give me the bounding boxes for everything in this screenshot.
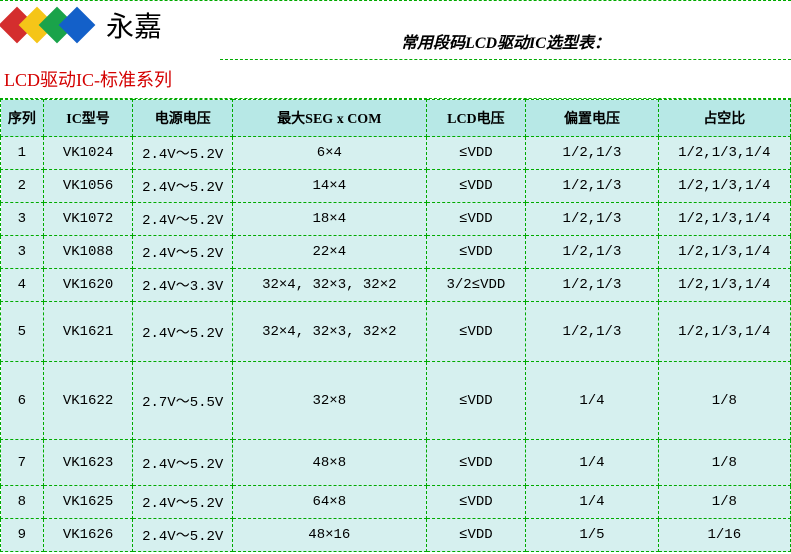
cell-duty: 1/2,1/3,1/4 [658,170,790,203]
logo-icon [4,5,84,45]
cell-seq: 4 [1,269,44,302]
table-row: 6VK16222.7V～5.5V32×8≤VDD1/41/8 [1,362,791,440]
cell-segcom: 48×16 [233,519,426,552]
cell-segcom: 32×4, 32×3, 32×2 [233,302,426,362]
cell-bias: 1/2,1/3 [526,302,658,362]
table-row: 4VK16202.4V～3.3V32×4, 32×3, 32×23/2≤VDD1… [1,269,791,302]
col-header: 最大SEG x COM [233,100,426,137]
cell-volt: 2.4V～5.2V [133,302,233,362]
cell-lcdv: ≤VDD [426,137,526,170]
table-row: 2VK10562.4V～5.2V14×4≤VDD1/2,1/31/2,1/3,1… [1,170,791,203]
cell-model: VK1088 [43,236,133,269]
cell-seq: 3 [1,236,44,269]
cell-duty: 1/8 [658,486,790,519]
col-header: 偏置电压 [526,100,658,137]
cell-bias: 1/2,1/3 [526,137,658,170]
cell-model: VK1072 [43,203,133,236]
cell-seq: 7 [1,440,44,486]
col-header: LCD电压 [426,100,526,137]
cell-seq: 8 [1,486,44,519]
cell-lcdv: 3/2≤VDD [426,269,526,302]
cell-lcdv: ≤VDD [426,519,526,552]
table-body: 1VK10242.4V～5.2V6×4≤VDD1/2,1/31/2,1/3,1/… [1,137,791,552]
header: 永嘉 [0,0,791,45]
col-header: IC型号 [43,100,133,137]
cell-duty: 1/8 [658,362,790,440]
cell-duty: 1/2,1/3,1/4 [658,302,790,362]
cell-seq: 2 [1,170,44,203]
table-row: 8VK16252.4V～5.2V64×8≤VDD1/41/8 [1,486,791,519]
cell-seq: 6 [1,362,44,440]
cell-duty: 1/2,1/3,1/4 [658,269,790,302]
cell-segcom: 48×8 [233,440,426,486]
cell-bias: 1/4 [526,486,658,519]
cell-volt: 2.4V～5.2V [133,203,233,236]
cell-lcdv: ≤VDD [426,362,526,440]
cell-model: VK1620 [43,269,133,302]
cell-segcom: 64×8 [233,486,426,519]
cell-volt: 2.4V～5.2V [133,519,233,552]
cell-lcdv: ≤VDD [426,302,526,362]
table-header-row: 序列IC型号电源电压最大SEG x COMLCD电压偏置电压占空比 [1,100,791,137]
table-row: 3VK10722.4V～5.2V18×4≤VDD1/2,1/31/2,1/3,1… [1,203,791,236]
cell-model: VK1622 [43,362,133,440]
col-header: 电源电压 [133,100,233,137]
cell-lcdv: ≤VDD [426,203,526,236]
cell-volt: 2.4V～5.2V [133,137,233,170]
cell-duty: 1/2,1/3,1/4 [658,236,790,269]
cell-model: VK1626 [43,519,133,552]
table-row: 3VK10882.4V～5.2V22×4≤VDD1/2,1/31/2,1/3,1… [1,236,791,269]
cell-model: VK1056 [43,170,133,203]
cell-seq: 3 [1,203,44,236]
brand-text: 永嘉 [106,5,162,45]
cell-volt: 2.4V～3.3V [133,269,233,302]
cell-seq: 5 [1,302,44,362]
cell-seq: 9 [1,519,44,552]
table-row: 7VK16232.4V～5.2V48×8≤VDD1/41/8 [1,440,791,486]
cell-bias: 1/4 [526,440,658,486]
cell-bias: 1/2,1/3 [526,203,658,236]
col-header: 占空比 [658,100,790,137]
ic-selection-table: 序列IC型号电源电压最大SEG x COMLCD电压偏置电压占空比 1VK102… [0,99,791,552]
cell-duty: 1/2,1/3,1/4 [658,137,790,170]
cell-model: VK1623 [43,440,133,486]
cell-volt: 2.4V～5.2V [133,440,233,486]
cell-segcom: 32×4, 32×3, 32×2 [233,269,426,302]
cell-segcom: 6×4 [233,137,426,170]
logo-diamond [59,7,96,44]
table-row: 1VK10242.4V～5.2V6×4≤VDD1/2,1/31/2,1/3,1/… [1,137,791,170]
cell-model: VK1621 [43,302,133,362]
cell-volt: 2.4V～5.2V [133,170,233,203]
cell-lcdv: ≤VDD [426,440,526,486]
cell-seq: 1 [1,137,44,170]
col-header: 序列 [1,100,44,137]
cell-volt: 2.4V～5.2V [133,486,233,519]
table-row: 9VK16262.4V～5.2V48×16≤VDD1/51/16 [1,519,791,552]
cell-model: VK1024 [43,137,133,170]
cell-bias: 1/5 [526,519,658,552]
cell-volt: 2.4V～5.2V [133,236,233,269]
cell-bias: 1/2,1/3 [526,170,658,203]
cell-lcdv: ≤VDD [426,170,526,203]
cell-lcdv: ≤VDD [426,236,526,269]
cell-bias: 1/2,1/3 [526,269,658,302]
cell-segcom: 14×4 [233,170,426,203]
cell-bias: 1/2,1/3 [526,236,658,269]
cell-duty: 1/16 [658,519,790,552]
table-row: 5VK16212.4V～5.2V32×4, 32×3, 32×2≤VDD1/2,… [1,302,791,362]
cell-duty: 1/2,1/3,1/4 [658,203,790,236]
section-subtitle: LCD驱动IC-标准系列 [0,60,791,99]
cell-model: VK1625 [43,486,133,519]
cell-lcdv: ≤VDD [426,486,526,519]
cell-volt: 2.7V～5.5V [133,362,233,440]
cell-duty: 1/8 [658,440,790,486]
cell-segcom: 18×4 [233,203,426,236]
cell-segcom: 32×8 [233,362,426,440]
cell-bias: 1/4 [526,362,658,440]
cell-segcom: 22×4 [233,236,426,269]
